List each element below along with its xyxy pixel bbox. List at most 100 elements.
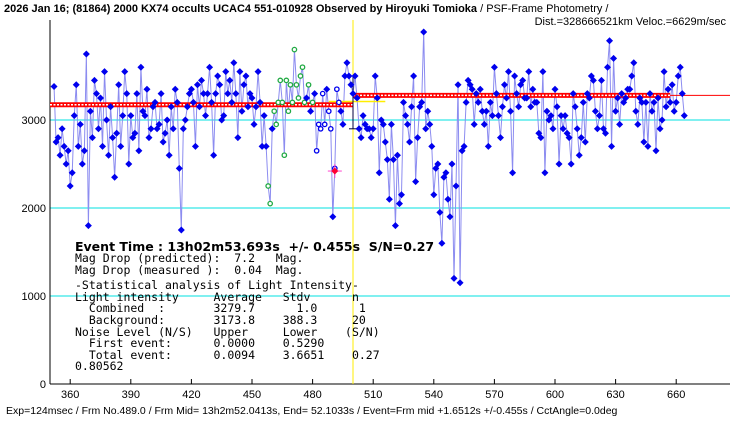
data-point (175, 164, 183, 172)
data-point (442, 169, 450, 177)
data-point (614, 94, 622, 102)
y-tick-label: 3000 (22, 115, 46, 127)
data-point (82, 50, 90, 58)
data-point (606, 37, 614, 45)
stats-header-row: Light intensity Average Stdv n (75, 289, 359, 304)
data-point (64, 147, 72, 155)
data-point (674, 72, 682, 80)
noise-total-row: Total event: 0.0094 3.6651 0.27 (75, 347, 380, 362)
data-point (537, 134, 545, 142)
data-point (232, 90, 240, 98)
data-point (395, 200, 403, 208)
data-point (311, 90, 319, 98)
data-point (353, 94, 361, 102)
data-point (208, 98, 216, 106)
data-point (680, 112, 688, 120)
data-point (543, 107, 551, 115)
stats-heading: -Statistical analysis of Light Intensity… (75, 278, 359, 293)
data-point (99, 142, 107, 150)
data-point (438, 239, 446, 247)
data-point-hollow (336, 99, 342, 106)
data-point (567, 160, 575, 168)
data-point (379, 120, 387, 128)
data-point-hollow (321, 121, 328, 128)
data-point (660, 68, 668, 76)
data-point (608, 142, 616, 150)
x-tick-label: 420 (182, 389, 200, 401)
data-point (369, 125, 377, 133)
noise-header-row: Noise Level (N/S) Upper Lower (S/N) (75, 324, 380, 339)
data-point (68, 169, 76, 177)
data-point (573, 125, 581, 133)
data-point (478, 107, 486, 115)
data-point (341, 72, 349, 80)
data-point (424, 107, 432, 115)
data-point (181, 116, 189, 124)
data-point-comparison (301, 99, 308, 106)
data-point (103, 116, 111, 124)
data-point-comparison (305, 81, 312, 88)
data-point (460, 142, 468, 150)
data-point (62, 160, 70, 168)
data-point (54, 134, 62, 142)
data-point (626, 85, 634, 93)
data-point (555, 160, 563, 168)
data-point (456, 279, 464, 287)
stats-extra-value: 0.80562 (75, 359, 124, 374)
data-point (383, 156, 391, 164)
data-point (426, 120, 434, 128)
data-point (349, 90, 357, 98)
stats-background-row: Background: 3173.8 388.3 20 (75, 312, 366, 327)
data-point (678, 90, 686, 98)
data-point (539, 68, 547, 76)
data-point (470, 120, 478, 128)
data-point-comparison (279, 99, 286, 106)
data-point (187, 85, 195, 93)
x-tick-label: 450 (243, 389, 261, 401)
data-point (224, 90, 232, 98)
data-point (357, 134, 365, 142)
data-point (503, 94, 511, 102)
data-point (169, 125, 177, 133)
data-point (115, 81, 123, 89)
data-point (480, 120, 488, 128)
data-point (303, 94, 311, 102)
event-time: Event Time : 13h02m53.693s +/- 0.455s S/… (75, 239, 435, 254)
data-point (634, 120, 642, 128)
data-point (133, 90, 141, 98)
data-point (347, 81, 355, 89)
data-point (389, 156, 397, 164)
data-point (630, 59, 638, 67)
footer-info: Exp=124msec / Frm No.489.0 / Frm Mid= 13… (6, 405, 618, 417)
data-point (482, 107, 490, 115)
data-point (97, 94, 104, 102)
data-point (476, 85, 484, 93)
data-point (193, 81, 201, 89)
data-point (604, 63, 612, 71)
data-point (107, 103, 115, 111)
data-point-comparison (271, 108, 278, 115)
data-point (125, 160, 133, 168)
data-point (371, 72, 379, 80)
data-point (343, 59, 351, 67)
data-point (367, 134, 375, 142)
data-point (525, 68, 533, 76)
data-point (365, 125, 373, 133)
data-point (111, 173, 119, 181)
data-point (406, 138, 414, 146)
data-point (397, 191, 405, 199)
data-point (595, 112, 603, 120)
data-point (101, 68, 109, 76)
data-point (638, 98, 646, 106)
data-point (78, 160, 86, 168)
data-point-hollow (327, 125, 334, 132)
data-point (650, 98, 658, 106)
data-point (501, 81, 508, 89)
data-point (402, 112, 410, 120)
data-point-hollow (319, 90, 326, 97)
data-point (244, 103, 252, 111)
data-point (72, 81, 80, 89)
data-point-hollow (317, 125, 324, 132)
data-point (179, 125, 187, 133)
data-point (56, 151, 64, 159)
